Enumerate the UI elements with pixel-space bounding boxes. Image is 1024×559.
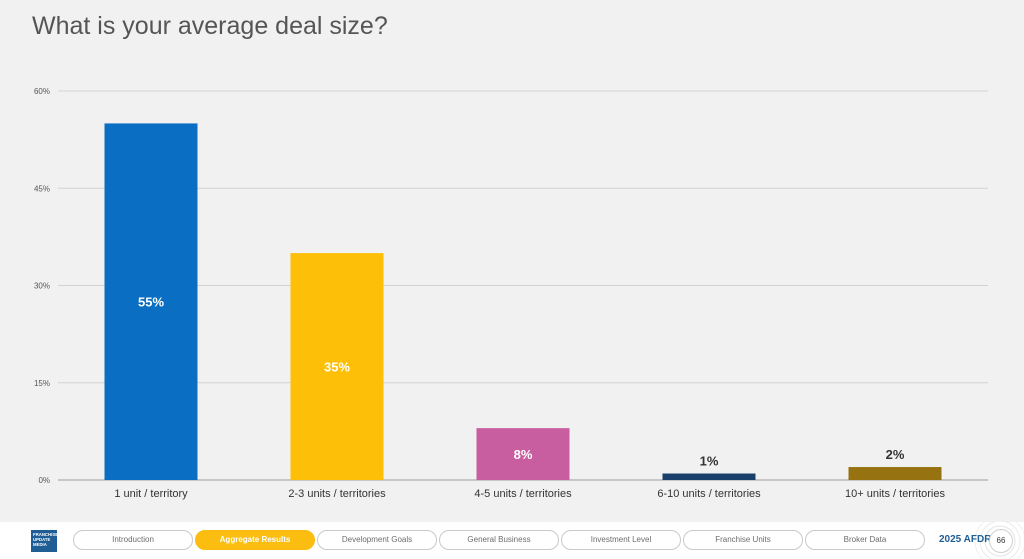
data-label: 8% bbox=[514, 447, 533, 462]
logo-line: MEDIA bbox=[33, 542, 47, 547]
nav-tab[interactable]: Development Goals bbox=[317, 530, 437, 550]
nav-tab[interactable]: General Business bbox=[439, 530, 559, 550]
y-axis-ticks: 0% 15% 30% 45% 60% bbox=[34, 87, 50, 485]
data-label: 2% bbox=[886, 447, 905, 462]
nav-tab[interactable]: Aggregate Results bbox=[195, 530, 315, 550]
nav-tab[interactable]: Broker Data bbox=[805, 530, 925, 550]
bar bbox=[476, 428, 570, 480]
bar bbox=[290, 253, 384, 480]
chart-data-labels: 55% 35% 8% 1% 2% bbox=[138, 295, 905, 469]
bar bbox=[662, 473, 756, 480]
nav-tab[interactable]: Franchise Units bbox=[683, 530, 803, 550]
report-label: 2025 AFDR bbox=[939, 534, 992, 545]
data-label: 55% bbox=[138, 295, 164, 310]
bar bbox=[848, 467, 942, 480]
franchise-update-media-logo[interactable]: FRANCHISE UPDATE MEDIA bbox=[31, 530, 57, 552]
nav-tab[interactable]: Introduction bbox=[73, 530, 193, 550]
chart-gridlines bbox=[58, 90, 988, 481]
y-tick-label: 60% bbox=[34, 87, 50, 96]
x-category-label: 6-10 units / territories bbox=[657, 488, 761, 500]
y-tick-label: 15% bbox=[34, 379, 50, 388]
x-category-label: 1 unit / territory bbox=[114, 488, 188, 500]
x-category-label: 10+ units / territories bbox=[845, 488, 945, 500]
page-title: What is your average deal size? bbox=[32, 12, 388, 40]
x-axis-categories: 1 unit / territory 2-3 units / territorie… bbox=[114, 488, 945, 500]
y-tick-label: 45% bbox=[34, 184, 50, 193]
x-category-label: 2-3 units / territories bbox=[288, 488, 386, 500]
logo-line: UPDATE bbox=[33, 537, 51, 542]
bar-chart: 0% 15% 30% 45% 60% 55% 35% 8% 1% 2% 1 unit / ter… bbox=[34, 87, 988, 500]
footer-bar: FRANCHISE UPDATE MEDIA Introduction Aggre… bbox=[0, 522, 1024, 559]
page-number-badge: 66 bbox=[989, 529, 1013, 553]
y-tick-label: 0% bbox=[38, 476, 50, 485]
data-label: 1% bbox=[700, 454, 719, 469]
decorative-rings-icon bbox=[974, 522, 1024, 559]
logo-line: FRANCHISE bbox=[33, 532, 57, 537]
nav-tab[interactable]: Investment Level bbox=[561, 530, 681, 550]
y-tick-label: 30% bbox=[34, 282, 50, 291]
x-category-label: 4-5 units / territories bbox=[474, 488, 572, 500]
data-label: 35% bbox=[324, 360, 350, 375]
chart-bars bbox=[104, 123, 942, 481]
bar bbox=[104, 123, 198, 481]
